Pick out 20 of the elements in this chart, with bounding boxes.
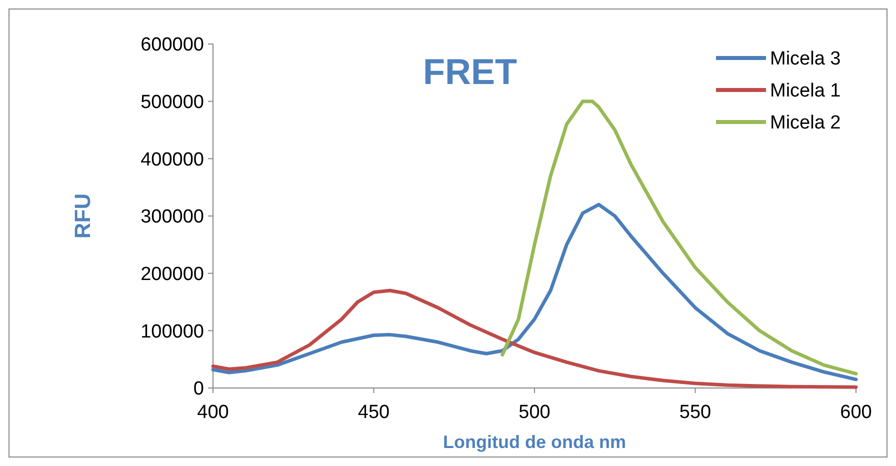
chart-title: FRET [423, 51, 517, 92]
y-tick-label: 500000 [140, 92, 204, 113]
x-tick-label: 400 [197, 402, 229, 423]
y-axis-title: RFU [70, 193, 95, 239]
y-tick-label: 300000 [140, 206, 204, 228]
x-tick-label: 450 [358, 402, 390, 423]
x-tick-label: 550 [679, 402, 712, 423]
x-tick-label: 500 [518, 402, 550, 423]
y-tick-label: 0 [193, 378, 204, 400]
x-tick-label: 600 [840, 402, 872, 423]
y-tick-label: 400000 [140, 149, 204, 170]
y-tick-label: 200000 [140, 264, 204, 285]
line-series [211, 202, 858, 382]
legend-label: Micela 2 [770, 112, 841, 134]
legend-label: Micela 1 [770, 80, 841, 102]
y-tick-label: 600000 [140, 34, 204, 56]
line-series [500, 100, 858, 376]
x-axis-title: Longitud de onda nm [443, 432, 626, 452]
legend-label: Micela 3 [770, 48, 841, 70]
y-tick-label: 100000 [140, 321, 204, 342]
